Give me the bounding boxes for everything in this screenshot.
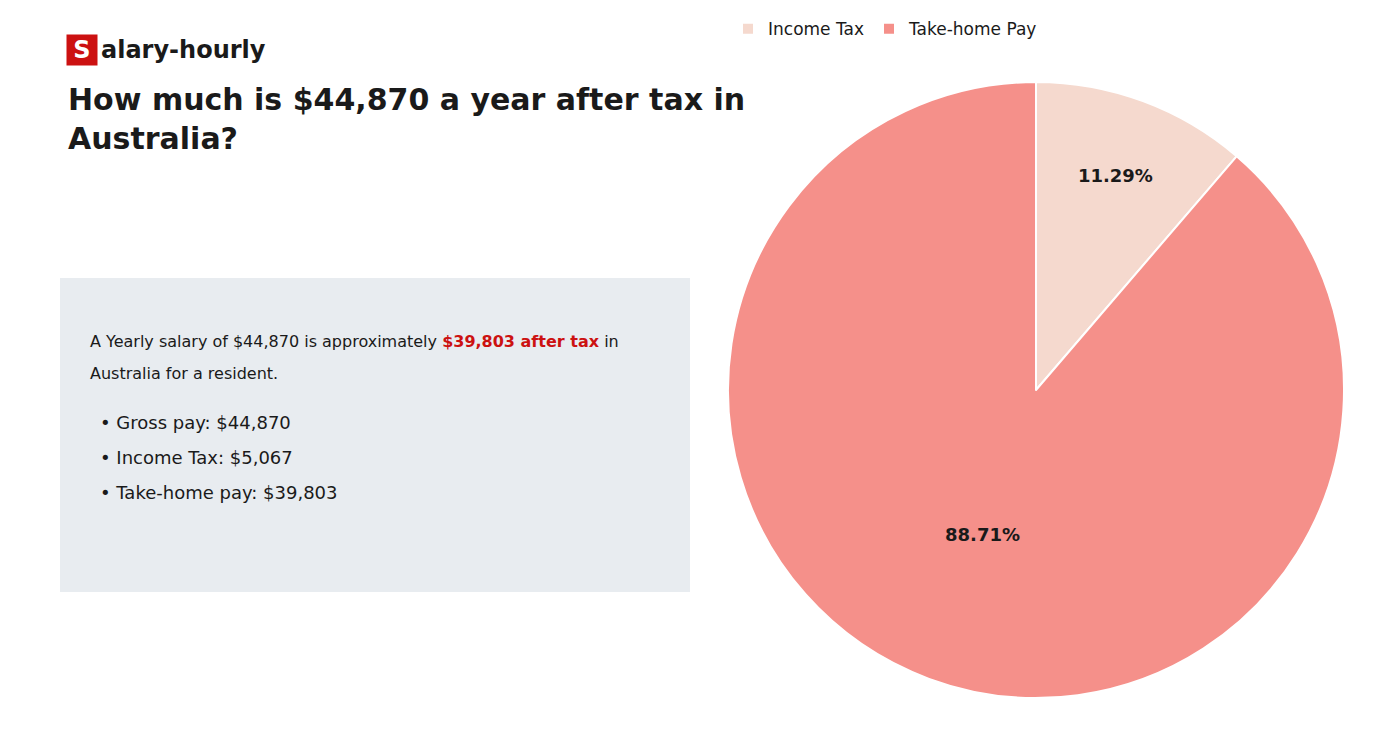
svg-text:S: S (73, 36, 90, 64)
svg-text:11.29%: 11.29% (1078, 165, 1153, 186)
svg-text:A Yearly salary of $44,870 is: A Yearly salary of $44,870 is approximat… (90, 332, 619, 351)
svg-text:88.71%: 88.71% (945, 524, 1020, 545)
svg-text:Take-home Pay: Take-home Pay (908, 19, 1036, 39)
svg-text:Australia for a resident.: Australia for a resident. (90, 364, 278, 383)
svg-text:Income Tax: Income Tax (768, 19, 864, 39)
svg-text:• Gross pay: $44,870: • Gross pay: $44,870 (100, 412, 291, 433)
svg-text:• Take-home pay: $39,803: • Take-home pay: $39,803 (100, 482, 338, 503)
svg-text:How much is $44,870 a year aft: How much is $44,870 a year after tax inA… (68, 82, 745, 156)
svg-text:alary-hourly: alary-hourly (101, 36, 266, 64)
svg-text:• Income Tax: $5,067: • Income Tax: $5,067 (100, 447, 293, 468)
